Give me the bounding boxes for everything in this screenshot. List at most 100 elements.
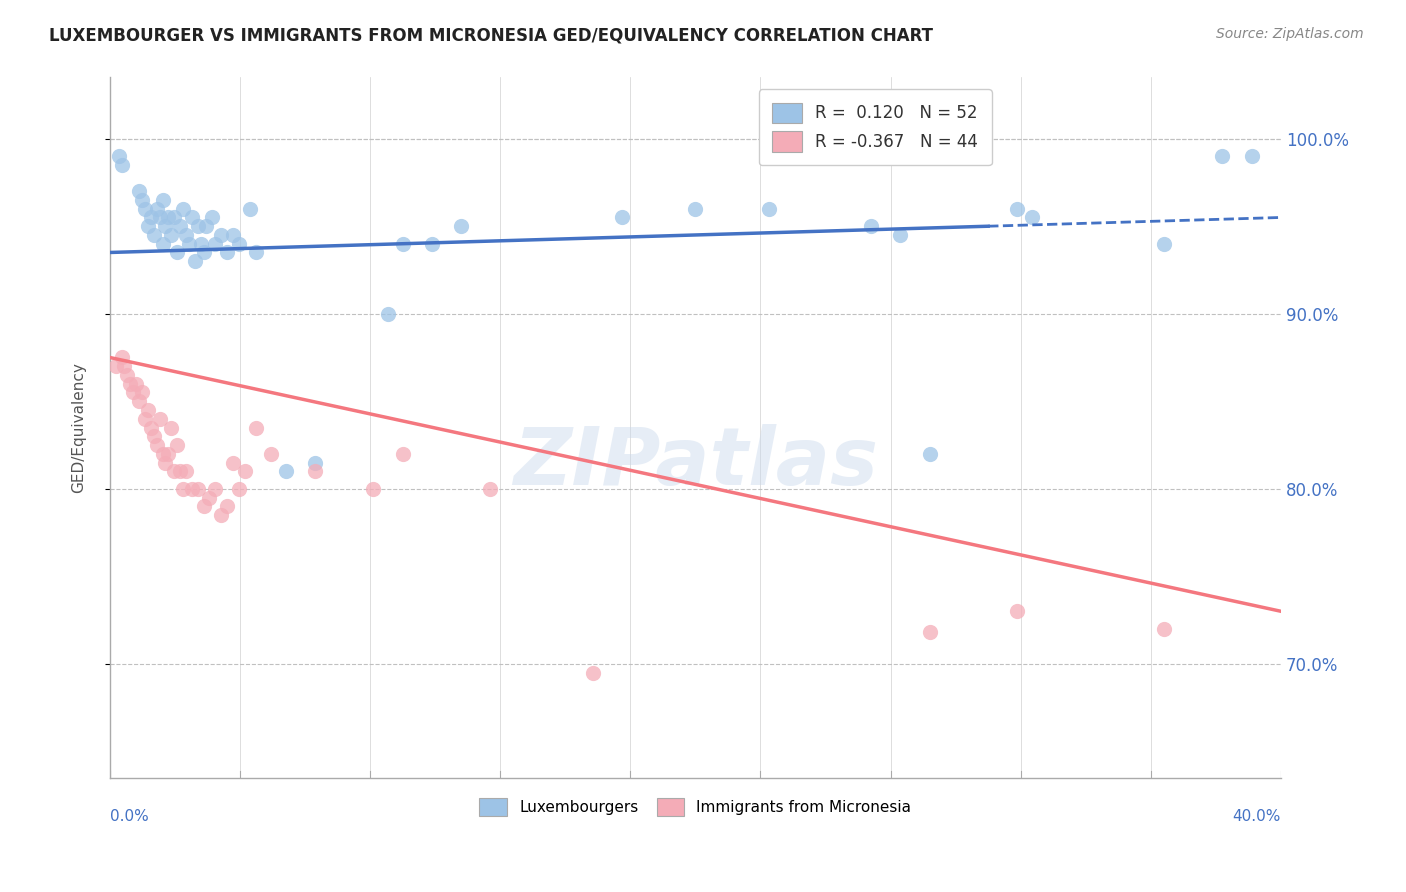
Point	[201, 211, 224, 225]
Point	[245, 245, 267, 260]
Point	[228, 482, 250, 496]
Point	[612, 211, 634, 225]
Point	[304, 464, 326, 478]
Text: LUXEMBOURGER VS IMMIGRANTS FROM MICRONESIA GED/EQUIVALENCY CORRELATION CHART: LUXEMBOURGER VS IMMIGRANTS FROM MICRONES…	[49, 27, 934, 45]
Point	[169, 219, 191, 234]
Point	[145, 438, 167, 452]
Point	[177, 236, 200, 251]
Point	[918, 625, 941, 640]
Point	[166, 438, 188, 452]
Point	[204, 482, 226, 496]
Point	[142, 227, 165, 242]
Point	[145, 202, 167, 216]
Text: 0.0%: 0.0%	[110, 809, 149, 824]
Point	[187, 219, 209, 234]
Point	[149, 211, 172, 225]
Point	[152, 236, 174, 251]
Point	[184, 254, 207, 268]
Point	[174, 227, 197, 242]
Point	[239, 202, 262, 216]
Point	[163, 211, 186, 225]
Point	[163, 464, 186, 478]
Point	[274, 464, 297, 478]
Point	[190, 236, 212, 251]
Text: Source: ZipAtlas.com: Source: ZipAtlas.com	[1216, 27, 1364, 41]
Point	[209, 227, 232, 242]
Point	[363, 482, 385, 496]
Point	[758, 202, 780, 216]
Point	[222, 227, 245, 242]
Point	[139, 211, 162, 225]
Point	[122, 385, 145, 400]
Legend: Luxembourgers, Immigrants from Micronesia: Luxembourgers, Immigrants from Micronesi…	[474, 791, 918, 822]
Point	[187, 482, 209, 496]
Point	[228, 236, 250, 251]
Point	[304, 456, 326, 470]
Point	[420, 236, 443, 251]
Point	[889, 227, 911, 242]
Point	[110, 158, 132, 172]
Point	[131, 193, 153, 207]
Y-axis label: GED/Equivalency: GED/Equivalency	[72, 362, 86, 493]
Point	[450, 219, 472, 234]
Point	[131, 385, 153, 400]
Point	[155, 219, 177, 234]
Point	[157, 211, 180, 225]
Point	[139, 420, 162, 434]
Point	[117, 368, 139, 382]
Point	[195, 219, 218, 234]
Point	[134, 202, 156, 216]
Point	[136, 219, 159, 234]
Point	[260, 447, 283, 461]
Point	[918, 447, 941, 461]
Point	[166, 245, 188, 260]
Point	[1007, 604, 1029, 618]
Point	[245, 420, 267, 434]
Point	[1153, 622, 1175, 636]
Point	[1240, 149, 1263, 163]
Text: 40.0%: 40.0%	[1233, 809, 1281, 824]
Point	[169, 464, 191, 478]
Point	[193, 500, 215, 514]
Point	[391, 236, 413, 251]
Point	[160, 227, 183, 242]
Point	[582, 665, 605, 680]
Text: ZIPatlas: ZIPatlas	[513, 424, 877, 501]
Point	[1007, 202, 1029, 216]
Point	[157, 447, 180, 461]
Point	[172, 482, 194, 496]
Point	[193, 245, 215, 260]
Point	[391, 447, 413, 461]
Point	[377, 307, 399, 321]
Point	[215, 245, 238, 260]
Point	[136, 403, 159, 417]
Point	[1021, 211, 1043, 225]
Point	[172, 202, 194, 216]
Point	[152, 193, 174, 207]
Point	[180, 211, 202, 225]
Point	[860, 219, 883, 234]
Point	[155, 456, 177, 470]
Point	[222, 456, 245, 470]
Point	[215, 500, 238, 514]
Point	[110, 351, 132, 365]
Point	[128, 184, 150, 198]
Point	[180, 482, 202, 496]
Point	[174, 464, 197, 478]
Point	[149, 411, 172, 425]
Point	[198, 491, 221, 505]
Point	[107, 149, 129, 163]
Point	[685, 202, 707, 216]
Point	[1211, 149, 1233, 163]
Point	[142, 429, 165, 443]
Point	[160, 420, 183, 434]
Point	[125, 376, 148, 391]
Point	[1153, 236, 1175, 251]
Point	[114, 359, 136, 374]
Point	[104, 359, 127, 374]
Point	[209, 508, 232, 522]
Point	[204, 236, 226, 251]
Point	[128, 394, 150, 409]
Point	[120, 376, 142, 391]
Point	[134, 411, 156, 425]
